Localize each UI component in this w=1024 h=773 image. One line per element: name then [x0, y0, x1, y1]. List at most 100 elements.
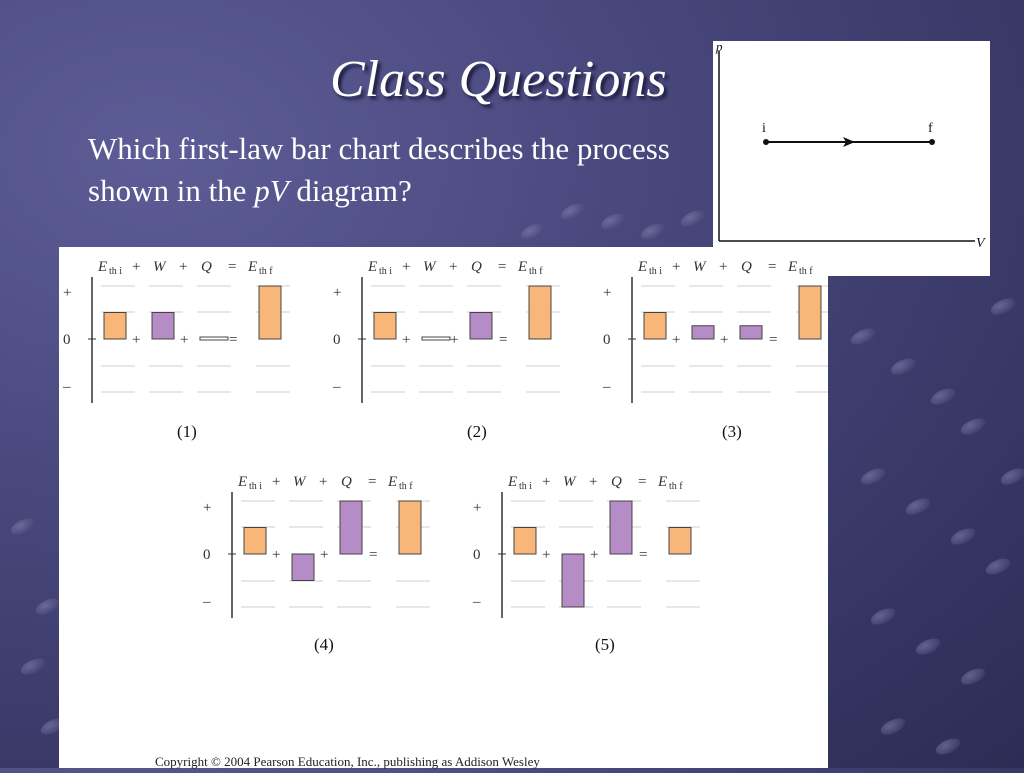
operator-plus: + — [180, 332, 188, 348]
bar-eth-final — [258, 285, 282, 340]
question-part-1: Which first-law bar chart describes the … — [88, 131, 670, 208]
final-point — [929, 139, 935, 145]
bar-work — [691, 325, 715, 340]
header-e-initial: E — [97, 259, 107, 275]
bar-eth-final — [798, 285, 822, 340]
header-q: Q — [201, 259, 212, 275]
header-sub-initial: th i — [649, 266, 662, 277]
header-plus: + — [272, 474, 280, 490]
axis-plus-label: + — [473, 500, 481, 516]
operator-plus: + — [402, 332, 410, 348]
header-sub-final: th f — [669, 481, 683, 492]
header-plus: + — [542, 474, 550, 490]
header-plus: + — [179, 259, 187, 275]
header-e-initial: E — [237, 474, 247, 490]
header-sub-initial: th i — [519, 481, 532, 492]
v-axis-label: V — [976, 236, 986, 251]
axis-zero-label: 0 — [603, 332, 611, 348]
header-sub-final: th f — [799, 266, 813, 277]
bar-heat — [609, 500, 633, 555]
chart-option-label: (5) — [595, 635, 615, 654]
header-plus: + — [449, 259, 457, 275]
axis-minus-label: – — [202, 594, 211, 610]
operator-plus: + — [720, 332, 728, 348]
bar-eth-final — [668, 527, 692, 555]
process-arrow-icon — [843, 137, 855, 147]
chart-option-label: (1) — [177, 422, 197, 441]
operator-plus: + — [272, 547, 280, 563]
header-equals: = — [638, 474, 646, 490]
axis-zero-label: 0 — [63, 332, 71, 348]
final-label: f — [928, 121, 933, 136]
header-sub-final: th f — [399, 481, 413, 492]
bar-eth-final — [528, 285, 552, 340]
operator-equals: = — [639, 547, 647, 563]
operator-equals: = — [769, 332, 777, 348]
header-equals: = — [368, 474, 376, 490]
header-e-initial: E — [507, 474, 517, 490]
operator-plus: + — [320, 547, 328, 563]
bar-work — [291, 553, 315, 581]
operator-plus: + — [132, 332, 140, 348]
header-plus: + — [672, 259, 680, 275]
axis-zero-label: 0 — [203, 547, 211, 563]
axis-zero-label: 0 — [333, 332, 341, 348]
header-e-final: E — [517, 259, 527, 275]
operator-equals: = — [369, 547, 377, 563]
initial-label: i — [762, 121, 766, 136]
initial-point — [763, 139, 769, 145]
header-e-final: E — [787, 259, 797, 275]
header-sub-final: th f — [259, 266, 273, 277]
header-e-final: E — [657, 474, 667, 490]
bar-work — [151, 312, 175, 340]
header-plus: + — [402, 259, 410, 275]
chart-option-label: (3) — [722, 422, 742, 441]
bar-heat-zero — [199, 336, 229, 341]
p-axis-label: p — [715, 41, 723, 54]
header-q: Q — [471, 259, 482, 275]
question-pv-term: pV — [254, 173, 289, 208]
bar-heat — [469, 312, 493, 340]
pv-diagram: p V i f — [713, 39, 990, 276]
header-equals: = — [498, 259, 506, 275]
axis-minus-label: – — [62, 379, 71, 395]
header-e-initial: E — [637, 259, 647, 275]
header-w: W — [423, 259, 437, 275]
operator-equals: = — [499, 332, 507, 348]
bar-eth-initial — [513, 527, 537, 555]
header-q: Q — [741, 259, 752, 275]
chart-option-label: (2) — [467, 422, 487, 441]
header-plus: + — [719, 259, 727, 275]
axis-plus-label: + — [333, 285, 341, 301]
bar-work — [561, 553, 585, 608]
header-w: W — [563, 474, 577, 490]
question-text: Which first-law bar chart describes the … — [88, 128, 688, 212]
header-q: Q — [611, 474, 622, 490]
axis-minus-label: – — [332, 379, 341, 395]
axis-minus-label: – — [472, 594, 481, 610]
question-part-2: diagram? — [288, 173, 412, 208]
header-sub-final: th f — [529, 266, 543, 277]
header-sub-initial: th i — [109, 266, 122, 277]
header-plus: + — [132, 259, 140, 275]
header-sub-initial: th i — [249, 481, 262, 492]
header-w: W — [693, 259, 707, 275]
operator-equals: = — [229, 332, 237, 348]
axis-plus-label: + — [603, 285, 611, 301]
operator-plus: + — [590, 547, 598, 563]
axis-zero-label: 0 — [473, 547, 481, 563]
axis-minus-label: – — [602, 379, 611, 395]
header-equals: = — [768, 259, 776, 275]
axis-plus-label: + — [63, 285, 71, 301]
header-e-initial: E — [367, 259, 377, 275]
chart-option-label: (4) — [314, 635, 334, 654]
header-e-final: E — [247, 259, 257, 275]
bar-eth-initial — [103, 312, 127, 340]
bar-eth-initial — [373, 312, 397, 340]
operator-plus: + — [542, 547, 550, 563]
bar-eth-final — [398, 500, 422, 555]
slide-title: Class Questions — [330, 51, 667, 108]
header-sub-initial: th i — [379, 266, 392, 277]
header-plus: + — [319, 474, 327, 490]
